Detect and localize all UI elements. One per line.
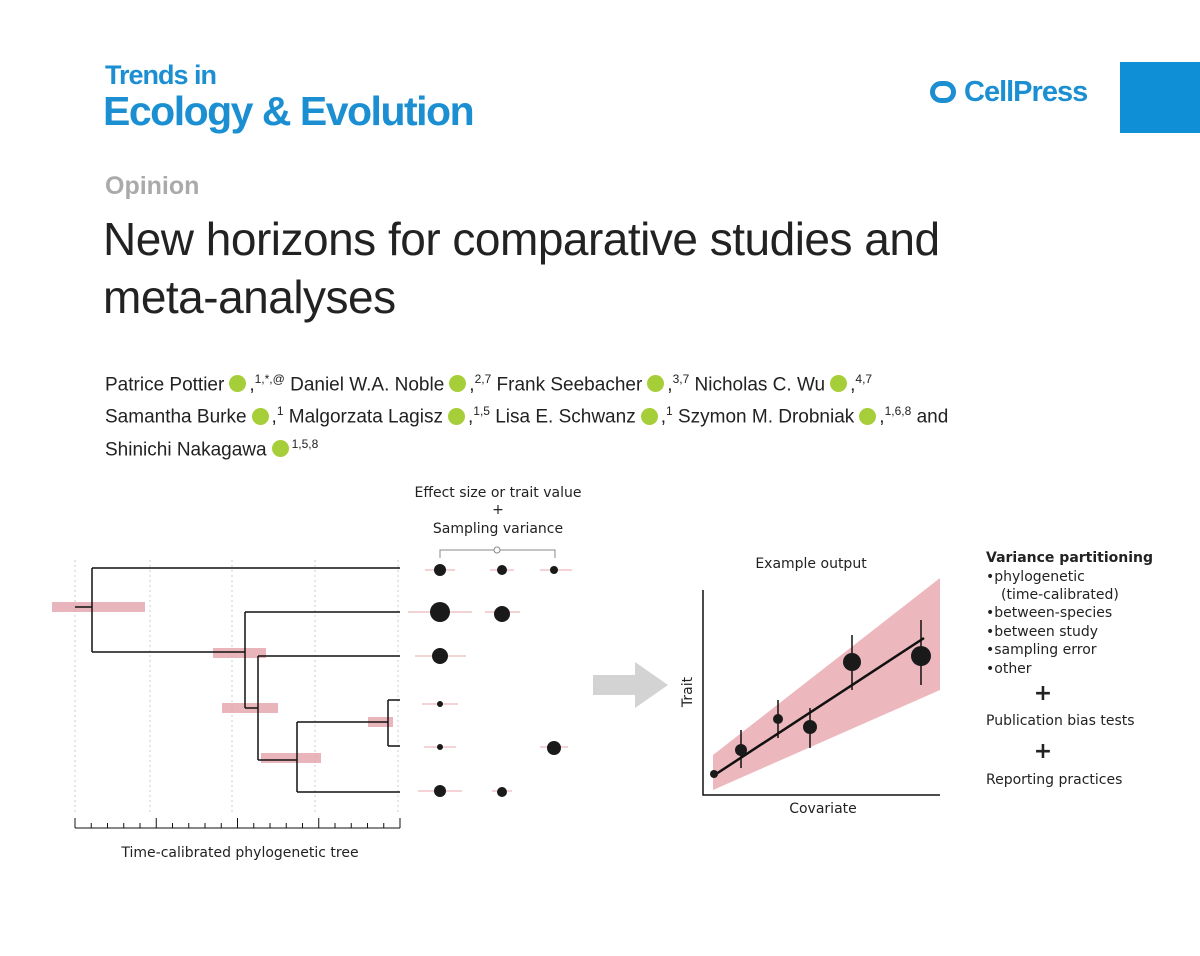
panel-item: •phylogenetic <box>986 569 1085 585</box>
example-title: Example output <box>755 556 867 572</box>
author-affiliation: 1,5 <box>473 404 490 419</box>
output-points <box>710 646 931 778</box>
author-affiliation: 4,7 <box>855 372 873 386</box>
regression-line <box>712 636 925 778</box>
author-affiliation: 1,*,@ <box>254 372 285 386</box>
author-punct: , <box>467 406 474 428</box>
variance-lines <box>408 569 572 792</box>
tree-branches <box>75 567 400 793</box>
panel-item: (time-calibrated) <box>1001 587 1119 603</box>
author-name: Malgorzata Lagisz <box>288 406 443 428</box>
x-axis-label: Covariate <box>789 801 857 817</box>
author-punct: , <box>667 374 673 396</box>
author-name: Lisa E. Schwanz <box>495 406 636 428</box>
orcid-icon <box>447 407 465 425</box>
author-line: Shinichi Nakagawa 1,5,8 <box>105 431 948 463</box>
tree-axis <box>74 818 401 829</box>
author-name: Szymon M. Drobniak <box>677 406 855 428</box>
y-axis-label: Trait <box>680 676 696 708</box>
orcid-icon <box>640 407 658 425</box>
variance-label: Sampling variance <box>433 521 563 537</box>
orcid-icon <box>647 375 665 393</box>
panel-item: •other <box>986 661 1032 677</box>
effect-dots <box>430 564 561 797</box>
effect-label: Effect size or trait value <box>414 485 581 501</box>
tree-grid <box>74 560 399 815</box>
plus: + <box>1034 739 1052 764</box>
orcid-icon <box>271 439 289 457</box>
orcid-icon <box>251 407 269 425</box>
journal-line2: Ecology & Evolution <box>103 88 475 134</box>
author-affiliation: 1 <box>665 404 673 419</box>
article-type: Opinion <box>105 172 200 200</box>
author-affiliation: 1 <box>276 404 284 419</box>
brand-block <box>1120 62 1200 133</box>
author-affiliation: 1,6,8 <box>884 404 912 419</box>
publication-label: Publication bias tests <box>986 713 1135 729</box>
author-list: Patrice Pottier ,1,*,@ Daniel W.A. Noble,… <box>105 366 948 463</box>
title-line1: New horizons for comparative studies and <box>103 213 940 265</box>
panel-items: •phylogenetic (time-calibrated) •between-s… <box>986 569 1119 677</box>
author-punct: , <box>271 406 277 428</box>
bracket-node <box>493 546 501 554</box>
publisher-logo <box>930 81 956 103</box>
arrow <box>593 662 668 708</box>
orcid-icon <box>229 375 247 393</box>
journal-line1: Trends in <box>105 60 217 90</box>
author-name: Daniel W.A. Noble <box>290 374 445 396</box>
tree-label: Time-calibrated phylogenetic tree <box>120 845 358 861</box>
publisher-name: CellPress <box>964 76 1088 108</box>
conjunction: and <box>916 406 949 428</box>
panel-item: •between study <box>986 624 1098 640</box>
publisher: CellPress <box>930 76 1088 109</box>
plot-axes <box>702 590 940 796</box>
author-name: Nicholas C. Wu <box>694 374 826 396</box>
author-punct: , <box>850 374 856 396</box>
plus: + <box>1034 681 1052 706</box>
title-line2: meta-analyses <box>103 271 396 323</box>
node-intervals <box>52 602 393 763</box>
effect-plus: + <box>492 502 504 518</box>
panel-item: •between-species <box>986 605 1112 621</box>
author-affiliation: 3,7 <box>672 372 690 386</box>
panel-item: •sampling error <box>986 642 1097 658</box>
orcid-icon <box>830 375 848 393</box>
author-affiliation: 2,7 <box>474 372 492 386</box>
author-name: Frank Seebacher <box>496 374 643 396</box>
confidence-band <box>713 578 940 790</box>
author-name: Patrice Pottier <box>105 374 225 396</box>
reporting-label: Reporting practices <box>986 772 1122 788</box>
author-line: Patrice Pottier ,1,*,@ Daniel W.A. Noble,… <box>105 366 948 398</box>
author-punct: , <box>879 406 885 428</box>
author-name: Shinichi Nakagawa <box>105 438 267 460</box>
orcid-icon <box>449 375 467 393</box>
author-name: Samantha Burke <box>105 406 247 428</box>
author-line: Samantha Burke ,1 Malgorzata Lagisz ,1,5 L… <box>105 398 948 430</box>
panel-title: Variance partitioning <box>986 550 1153 566</box>
author-punct: , <box>469 374 475 396</box>
author-punct: , <box>660 406 666 428</box>
author-affiliation: 1,5,8 <box>291 436 319 451</box>
orcid-icon <box>859 407 877 425</box>
author-punct: , <box>249 374 255 396</box>
